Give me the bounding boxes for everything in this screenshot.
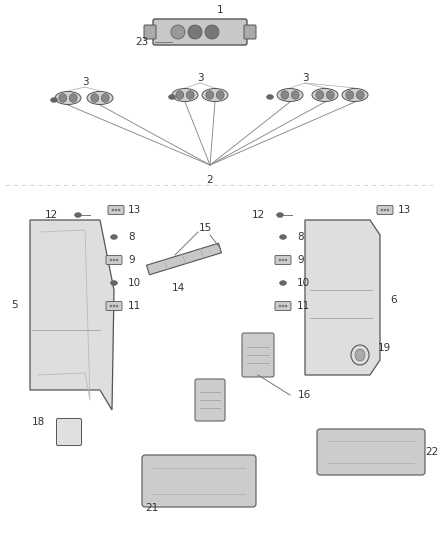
Ellipse shape xyxy=(91,94,99,102)
Ellipse shape xyxy=(285,259,287,261)
Text: 10: 10 xyxy=(128,278,141,288)
Polygon shape xyxy=(30,220,114,410)
Text: 13: 13 xyxy=(398,205,411,215)
Ellipse shape xyxy=(277,88,303,101)
Ellipse shape xyxy=(316,91,324,99)
Ellipse shape xyxy=(116,305,118,307)
Ellipse shape xyxy=(206,91,214,99)
Text: 10: 10 xyxy=(297,278,310,288)
Text: 11: 11 xyxy=(128,301,141,311)
Ellipse shape xyxy=(387,209,389,211)
Polygon shape xyxy=(147,243,222,275)
Text: 8: 8 xyxy=(297,232,304,242)
FancyBboxPatch shape xyxy=(144,25,156,39)
Text: 9: 9 xyxy=(128,255,134,265)
Ellipse shape xyxy=(171,25,185,39)
FancyBboxPatch shape xyxy=(275,302,291,311)
Ellipse shape xyxy=(279,305,281,307)
Ellipse shape xyxy=(279,280,286,286)
Ellipse shape xyxy=(216,91,224,99)
Text: 16: 16 xyxy=(298,390,311,400)
Ellipse shape xyxy=(110,259,112,261)
Ellipse shape xyxy=(50,98,57,102)
Ellipse shape xyxy=(282,305,284,307)
Ellipse shape xyxy=(69,94,77,102)
Ellipse shape xyxy=(326,91,334,99)
FancyBboxPatch shape xyxy=(106,255,122,264)
Ellipse shape xyxy=(355,349,365,361)
FancyBboxPatch shape xyxy=(142,455,256,507)
Text: 13: 13 xyxy=(128,205,141,215)
Text: 22: 22 xyxy=(425,447,438,457)
Text: 3: 3 xyxy=(302,73,308,83)
Ellipse shape xyxy=(351,345,369,365)
Ellipse shape xyxy=(110,305,112,307)
FancyBboxPatch shape xyxy=(242,333,274,377)
Text: 21: 21 xyxy=(145,503,158,513)
Text: 23: 23 xyxy=(135,37,148,47)
Ellipse shape xyxy=(279,235,286,239)
Polygon shape xyxy=(305,220,380,375)
FancyBboxPatch shape xyxy=(106,302,122,311)
FancyBboxPatch shape xyxy=(317,429,425,475)
Ellipse shape xyxy=(279,259,281,261)
Text: 3: 3 xyxy=(197,73,203,83)
FancyBboxPatch shape xyxy=(244,25,256,39)
Text: 6: 6 xyxy=(390,295,397,305)
Text: 14: 14 xyxy=(171,283,185,293)
Text: 5: 5 xyxy=(11,300,18,310)
Ellipse shape xyxy=(291,91,299,99)
Ellipse shape xyxy=(384,209,386,211)
Ellipse shape xyxy=(59,94,67,102)
Text: 2: 2 xyxy=(207,175,213,185)
Ellipse shape xyxy=(118,209,120,211)
Text: 15: 15 xyxy=(198,223,212,233)
Ellipse shape xyxy=(101,94,109,102)
Text: 12: 12 xyxy=(45,210,58,220)
Ellipse shape xyxy=(112,209,114,211)
Text: 3: 3 xyxy=(82,77,88,87)
Ellipse shape xyxy=(110,235,117,239)
Ellipse shape xyxy=(282,259,284,261)
Ellipse shape xyxy=(346,91,354,99)
Ellipse shape xyxy=(115,209,117,211)
Ellipse shape xyxy=(312,88,338,101)
Text: 19: 19 xyxy=(378,343,391,353)
FancyBboxPatch shape xyxy=(195,379,225,421)
Ellipse shape xyxy=(113,259,115,261)
Ellipse shape xyxy=(188,25,202,39)
Ellipse shape xyxy=(74,213,81,217)
Ellipse shape xyxy=(186,91,194,99)
Ellipse shape xyxy=(285,305,287,307)
Ellipse shape xyxy=(172,88,198,101)
Ellipse shape xyxy=(281,91,289,99)
Ellipse shape xyxy=(113,305,115,307)
Ellipse shape xyxy=(176,91,184,99)
Ellipse shape xyxy=(276,213,283,217)
Ellipse shape xyxy=(342,88,368,101)
Text: 8: 8 xyxy=(128,232,134,242)
FancyBboxPatch shape xyxy=(108,206,124,214)
Ellipse shape xyxy=(205,25,219,39)
Ellipse shape xyxy=(266,94,273,100)
FancyBboxPatch shape xyxy=(377,206,393,214)
Text: 18: 18 xyxy=(32,417,45,427)
Ellipse shape xyxy=(87,92,113,104)
Ellipse shape xyxy=(55,92,81,104)
FancyBboxPatch shape xyxy=(57,418,81,446)
Text: 11: 11 xyxy=(297,301,310,311)
Ellipse shape xyxy=(116,259,118,261)
Ellipse shape xyxy=(202,88,228,101)
Ellipse shape xyxy=(381,209,383,211)
Text: 9: 9 xyxy=(297,255,304,265)
Text: 1: 1 xyxy=(217,5,223,15)
Ellipse shape xyxy=(110,280,117,286)
Text: 12: 12 xyxy=(252,210,265,220)
Ellipse shape xyxy=(356,91,364,99)
FancyBboxPatch shape xyxy=(275,255,291,264)
FancyBboxPatch shape xyxy=(153,19,247,45)
Ellipse shape xyxy=(169,94,176,100)
